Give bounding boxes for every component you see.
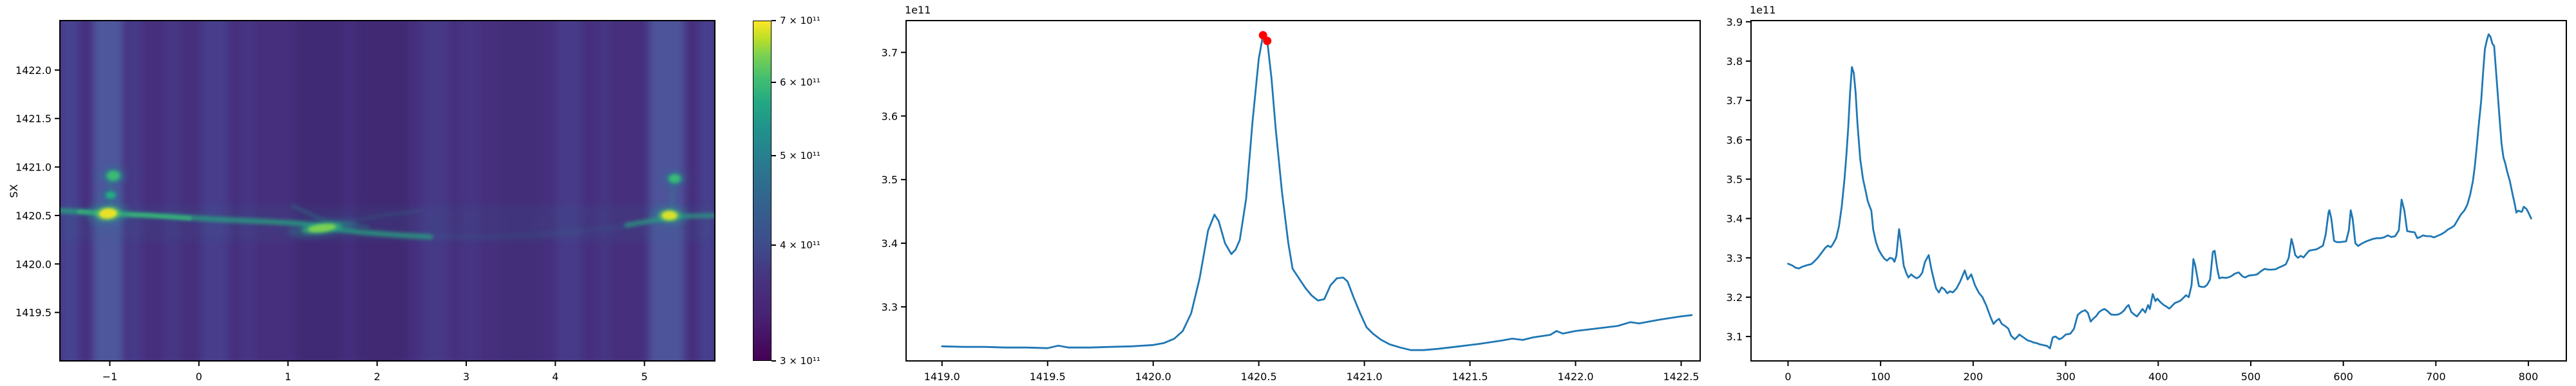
y-tick-label: 3.1 (1727, 331, 1743, 343)
y-tick-label: 1420.5 (15, 210, 52, 222)
heatmap-stripe (202, 21, 229, 361)
y-tick-label: 3.6 (882, 110, 898, 122)
colorbar-tick-label: 4 × 10¹¹ (780, 239, 820, 252)
heatmap-dark-band (294, 21, 344, 361)
x-tick-label: 1420.0 (1135, 371, 1171, 383)
x-tick-label: 100 (1871, 371, 1891, 383)
right-bright-clump (661, 210, 677, 220)
spectrum-line (941, 34, 1693, 351)
left-upper-clump (108, 171, 120, 181)
x-tick-label: 600 (2333, 371, 2353, 383)
spectrum-line (1787, 33, 2532, 349)
y-tick-label: 3.8 (1727, 55, 1743, 68)
heatmap-stripe (60, 21, 80, 361)
x-tick-label: 5 (641, 371, 648, 383)
colorbar-tick-label: 3 × 10¹¹ (780, 355, 820, 367)
y-tick-label: 3.7 (1727, 95, 1743, 107)
x-tick-label: 300 (2056, 371, 2076, 383)
x-tick-label: 0 (196, 371, 202, 383)
left-mid-clump (106, 192, 115, 199)
y-tick-label: 1420.0 (15, 258, 52, 270)
heatmap-stripe (598, 21, 611, 361)
ridge-fade (429, 225, 629, 240)
x-tick-label: 700 (2426, 371, 2446, 383)
right-upper-clump (669, 174, 680, 183)
heatmap-image (60, 21, 715, 361)
y-tick-label: 3.5 (1727, 173, 1743, 185)
y-tick-label: 1421.0 (15, 161, 52, 174)
colorbar-tick (772, 155, 776, 157)
colorbar-tick (772, 244, 776, 246)
spectrum-full-panel[interactable]: 1e11 0 100 200 300 400 500 600 700 800 3.1 3.2 3.3 3… (1727, 4, 2567, 383)
y-tick-label: 3.6 (1727, 134, 1743, 146)
heatmap-stripe (649, 21, 685, 361)
spectrum-zoom-panel[interactable]: 1e11 1419.0 1419.5 1420.0 1420.5 1421.0 1421.… (882, 4, 1701, 383)
colorbar-tick (772, 360, 776, 362)
y-tick-label: 1419.5 (15, 307, 52, 319)
colorbar-tick-label: 6 × 10¹¹ (780, 77, 820, 89)
y-tick-label: 1421.5 (15, 113, 52, 125)
axes-frame (1750, 20, 2567, 362)
heatmap-ylabel: SX (8, 183, 21, 198)
x-tick-label: 500 (2241, 371, 2261, 383)
y-tick-label: 3.7 (882, 46, 898, 59)
heatmap-dark-band (499, 21, 540, 361)
x-tick-label: 1422.0 (1558, 371, 1594, 383)
colorbar-tick (772, 20, 776, 21)
y-tick-label: 3.9 (1727, 16, 1743, 28)
x-tick-label: 400 (2148, 371, 2168, 383)
axes-frame (905, 20, 1701, 362)
y-tick-label: 3.4 (882, 237, 898, 250)
colorbar-gradient (753, 21, 772, 361)
peak-marker (1258, 31, 1267, 40)
x-tick-label: 3 (463, 371, 469, 383)
position-frequency-heatmap-svg: −1 0 1 2 3 4 5 1419.5 1420.0 1420.5 1421.0 1421.5 14… (15, 20, 715, 383)
peak-marker (1263, 37, 1272, 46)
y-tick-label: 1422.0 (15, 64, 52, 77)
heatmap-dark-band (354, 21, 409, 361)
colorbar-tick-label: 5 × 10¹¹ (780, 150, 820, 162)
center-streak-core (307, 223, 336, 233)
x-tick-label: −1 (102, 371, 118, 383)
axes-frame (59, 20, 715, 362)
y-tick-label: 3.4 (1727, 213, 1743, 225)
x-tick-label: 200 (1964, 371, 1984, 383)
spectrum-zoom-svg: 1419.0 1419.5 1420.0 1420.5 1421.0 1421.5 1422… (882, 20, 1701, 383)
x-tick-label: 1421.5 (1452, 371, 1488, 383)
heatmap-stripe (164, 21, 180, 361)
heatmap-stripe (699, 21, 715, 361)
x-tick-label: 1419.0 (924, 371, 960, 383)
x-tick-label: 2 (374, 371, 380, 383)
y-tick-label: 3.3 (882, 301, 898, 313)
heatmap-stripe (556, 21, 582, 361)
spectrum-full-svg: 0 100 200 300 400 500 600 700 800 3.1 3.2 3.3 3.4 3.5… (1727, 16, 2567, 383)
y-offset-label: 1e11 (905, 4, 931, 16)
x-tick-label: 1420.5 (1241, 371, 1277, 383)
x-tick-label: 4 (552, 371, 558, 383)
x-tick-label: 1 (285, 371, 291, 383)
y-tick-label: 3.2 (1727, 291, 1743, 304)
heatmap-panel[interactable]: SX −1 0 1 2 3 4 5 1419.5 1420.0 1420.5 1421.0 1421.… (8, 20, 715, 383)
colorbar: 7 × 10¹¹ 6 × 10¹¹ 5 × 10¹¹ 4 × 10¹¹ 3 × 10¹¹ (753, 15, 901, 367)
left-bright-clump (99, 208, 117, 219)
x-tick-label: 0 (1785, 371, 1791, 383)
heatmap-stripe (421, 21, 449, 361)
y-tick-label: 3.5 (882, 174, 898, 186)
colorbar-tick-label: 7 × 10¹¹ (780, 15, 820, 26)
heatmap-stripe (128, 21, 142, 361)
x-tick-label: 1419.5 (1030, 371, 1066, 383)
heatmap-stripe (462, 21, 480, 361)
x-tick-label: 1421.0 (1347, 371, 1383, 383)
y-offset-label: 1e11 (1750, 4, 1776, 16)
y-tick-label: 3.3 (1727, 252, 1743, 264)
heatmap-stripe (241, 21, 255, 361)
x-tick-label: 1422.5 (1663, 371, 1699, 383)
x-tick-label: 800 (2519, 371, 2539, 383)
colorbar-tick (772, 82, 776, 84)
